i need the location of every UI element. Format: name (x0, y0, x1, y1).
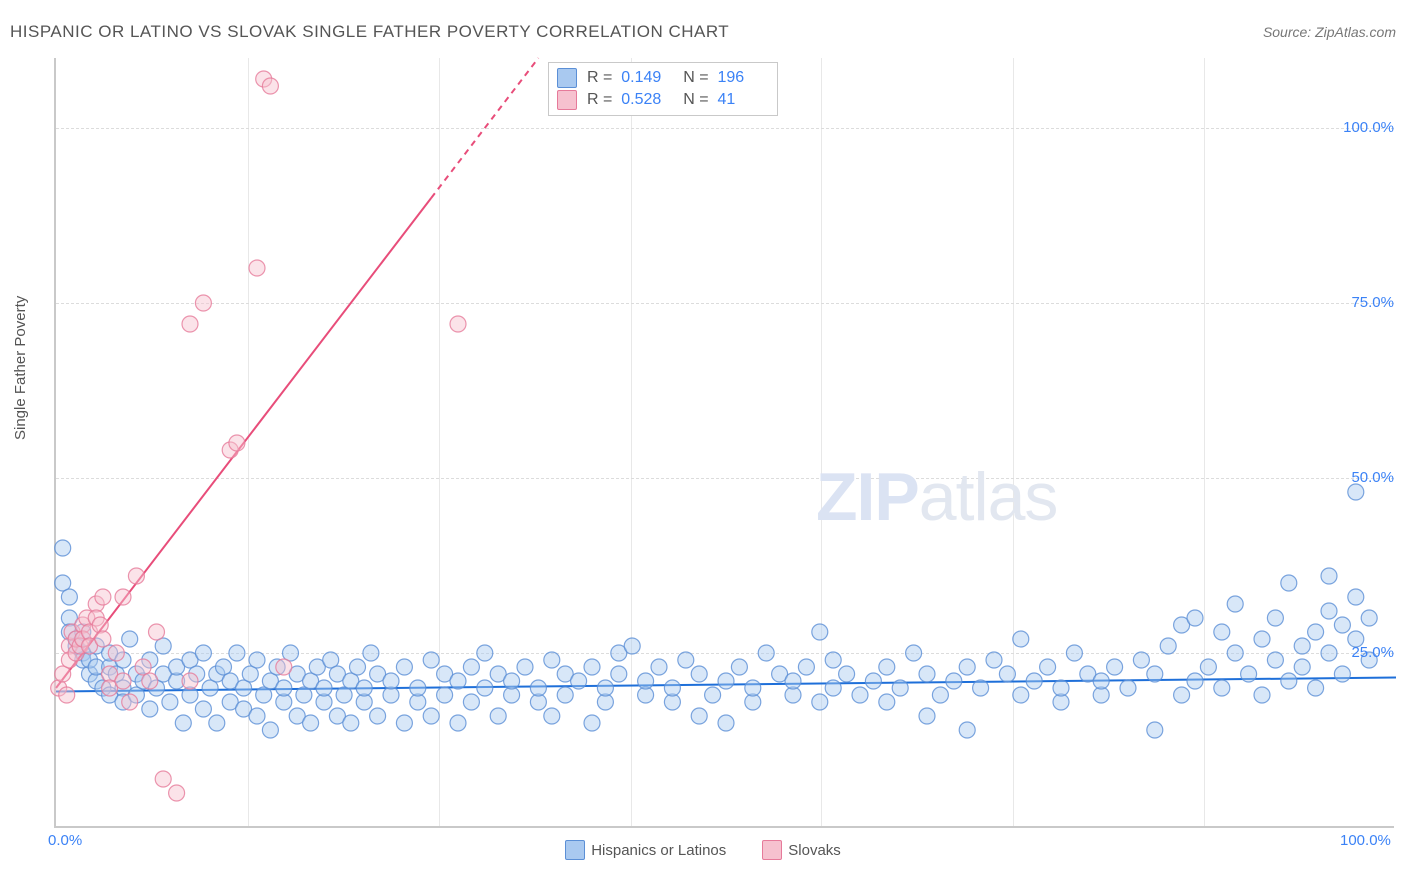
legend-swatch (557, 90, 577, 110)
footer-legend: Hispanics or Latinos Slovaks (0, 840, 1406, 860)
corr-legend-row: R = 0.149N = 196 (557, 67, 769, 89)
footer-legend-item: Hispanics or Latinos (565, 840, 726, 860)
y-tick-label: 100.0% (1324, 119, 1394, 136)
y-axis-label: Single Father Poverty (12, 296, 29, 440)
chart-title: HISPANIC OR LATINO VS SLOVAK SINGLE FATH… (10, 22, 729, 42)
y-tick-label: 25.0% (1324, 644, 1394, 661)
plot-svg (56, 58, 1394, 826)
source-label: Source: ZipAtlas.com (1263, 24, 1396, 40)
legend-swatch (557, 68, 577, 88)
x-tick-100: 100.0% (1340, 832, 1391, 849)
plot-area: ZIPatlas (54, 58, 1394, 828)
legend-swatch (762, 840, 782, 860)
corr-legend-row: R = 0.528N = 41 (557, 89, 769, 111)
legend-swatch (565, 840, 585, 860)
y-tick-label: 50.0% (1324, 469, 1394, 486)
title-bar: HISPANIC OR LATINO VS SLOVAK SINGLE FATH… (10, 22, 1396, 42)
x-tick-0: 0.0% (48, 832, 82, 849)
footer-legend-item: Slovaks (762, 840, 841, 860)
correlation-legend: R = 0.149N = 196R = 0.528N = 41 (548, 62, 778, 116)
y-tick-label: 75.0% (1324, 294, 1394, 311)
